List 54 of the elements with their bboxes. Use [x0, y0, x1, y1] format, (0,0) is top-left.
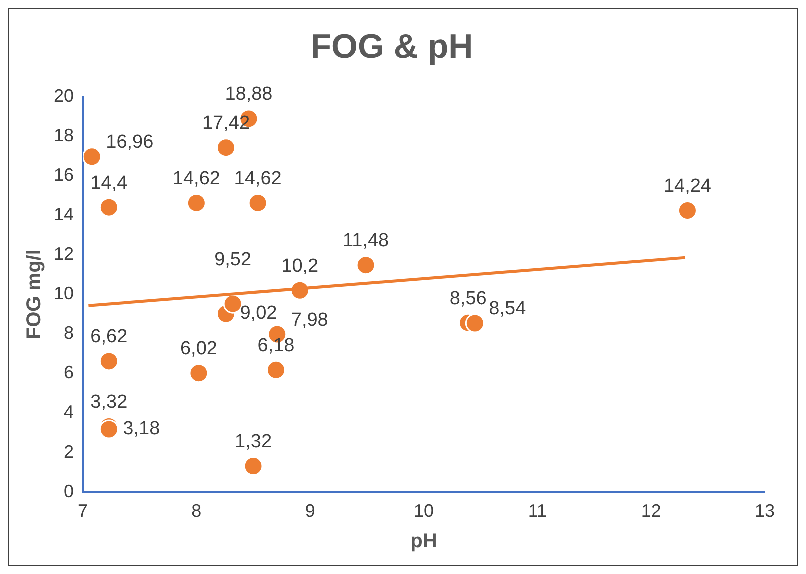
data-label: 10,2 [282, 256, 319, 277]
data-label: 8,54 [489, 298, 527, 320]
point [678, 200, 698, 220]
y-tick-label: 16 [54, 164, 74, 185]
y-tick-label: 14 [54, 204, 74, 224]
y-tick-label: 18 [54, 125, 74, 146]
point [465, 314, 485, 334]
y-tick-label: 8 [64, 323, 74, 344]
x-tick-label: 11 [528, 501, 548, 522]
x-tick-label: 8 [192, 501, 202, 522]
x-tick-label: 10 [414, 501, 434, 522]
x-tick-label: 9 [305, 501, 316, 522]
y-tick-label: 12 [54, 244, 74, 264]
data-label: 6,62 [90, 326, 128, 348]
y-axis-title: FOG mg/l [24, 250, 46, 340]
data-label: 9,52 [214, 249, 252, 270]
data-label: 14,62 [172, 168, 220, 190]
data-label: 17,42 [202, 113, 250, 134]
data-label: 3,32 [90, 392, 128, 413]
point [189, 364, 209, 384]
data-label: 14,62 [234, 168, 282, 190]
y-tick-label: 0 [64, 481, 74, 502]
y-tick-label: 2 [64, 442, 74, 462]
point [216, 138, 236, 158]
point [99, 352, 119, 372]
data-label: 1,32 [235, 432, 272, 453]
point [99, 198, 119, 218]
data-label: 9,02 [240, 303, 278, 324]
data-label: 3,18 [123, 418, 160, 440]
chart-title: FOG & pH [310, 28, 474, 66]
point [266, 360, 286, 380]
y-tick-label: 4 [64, 402, 74, 422]
data-label: 16,96 [106, 132, 154, 154]
point [248, 193, 268, 213]
data-label: 14,24 [664, 176, 712, 197]
y-tick-label: 20 [54, 86, 74, 106]
x-tick-label: 7 [78, 501, 88, 522]
data-label: 18,88 [225, 84, 273, 106]
x-axis-title: pH [410, 530, 438, 553]
data-label: 6,18 [258, 335, 295, 356]
data-label: 14,4 [90, 172, 128, 194]
point [83, 147, 102, 167]
point [223, 294, 243, 314]
point [356, 256, 376, 276]
point [186, 193, 206, 213]
y-tick-label: 6 [64, 362, 74, 383]
x-tick-label: 12 [641, 501, 662, 522]
data-label: 6,02 [180, 338, 218, 360]
data-label: 7,98 [291, 310, 328, 331]
point [244, 456, 264, 476]
data-label: 11,48 [342, 230, 390, 252]
y-tick-label: 10 [54, 284, 74, 304]
data-label: 8,56 [450, 288, 487, 310]
x-tick-label: 13 [754, 501, 776, 522]
